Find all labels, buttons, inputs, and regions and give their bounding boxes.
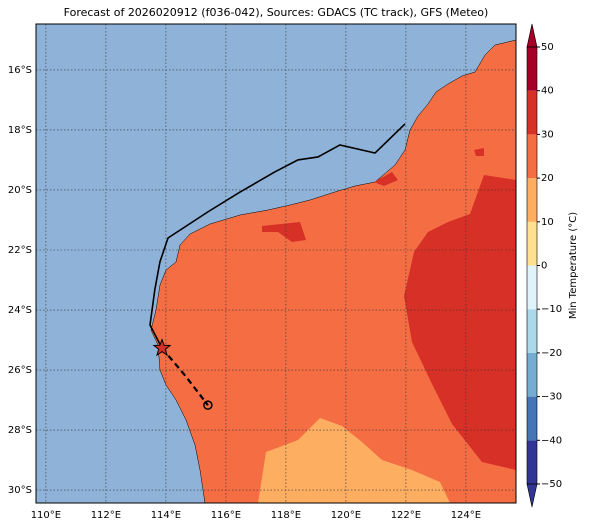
map-area <box>36 24 516 503</box>
y-tick-label: 28°S <box>8 425 32 436</box>
colorbar-band <box>527 221 537 266</box>
x-tick-label: 110°E <box>31 510 61 521</box>
y-tick-label: 18°S <box>8 125 32 136</box>
colorbar-band <box>527 440 537 484</box>
current-position <box>152 338 172 357</box>
colorbar-extend <box>526 23 538 48</box>
colorbar-extend <box>526 483 538 508</box>
x-tick-label: 122°E <box>391 510 421 521</box>
colorbar-label: Min Temperature (°C) <box>568 212 579 319</box>
axis-ticks: 110°E 112°E 114°E 116°E 118°E 120°E 122°E 124°E… <box>8 65 481 521</box>
colorbar-band <box>527 178 537 222</box>
x-tick-label: 118°E <box>271 510 301 521</box>
warm-region <box>404 175 516 470</box>
colorbar-band <box>527 90 537 135</box>
colorbar-band <box>527 309 537 353</box>
colorbar-tick-label: −50 <box>541 479 562 490</box>
observed-track <box>149 123 406 349</box>
y-tick-label: 26°S <box>8 365 32 376</box>
tc-track <box>149 123 406 410</box>
warm-region <box>374 172 398 186</box>
x-tick-label: 114°E <box>151 510 181 521</box>
colorbar-band <box>527 396 537 441</box>
graticule <box>36 24 516 503</box>
map-title: Forecast of 2026020912 (f036-042), Sourc… <box>64 6 489 19</box>
colorbar-tick-label: 30 <box>541 129 554 140</box>
colorbar-band <box>527 265 537 310</box>
x-tick-label: 112°E <box>91 510 121 521</box>
colorbar-tick-label: −40 <box>541 435 562 446</box>
warm-region <box>262 222 306 242</box>
colorbar-band <box>527 47 537 91</box>
x-tick-label: 120°E <box>331 510 361 521</box>
y-tick-label: 20°S <box>8 185 32 196</box>
forecast-end <box>203 400 213 410</box>
colorbar-band <box>527 134 537 179</box>
colorbar: −50 −40 −30 −20 −10 0 10 20 30 40 50 Min Temperatur… <box>526 23 579 508</box>
colorbar-tick-label: −30 <box>541 392 562 403</box>
y-tick-label: 30°S <box>8 485 32 496</box>
colorbar-tick-label: −20 <box>541 348 562 359</box>
x-tick-label: 124°E <box>451 510 481 521</box>
forecast-track <box>161 347 209 406</box>
land <box>150 39 516 503</box>
colorbar-tick-label: −10 <box>541 304 562 315</box>
y-tick-label: 24°S <box>8 305 32 316</box>
warm-region <box>474 148 484 156</box>
y-tick-label: 22°S <box>8 245 32 256</box>
cool-region <box>258 418 450 503</box>
colorbar-band <box>527 352 537 397</box>
colorbar-tick-label: 50 <box>541 42 554 53</box>
x-tick-label: 116°E <box>211 510 241 521</box>
colorbar-tick-label: 10 <box>541 217 554 228</box>
colorbar-tick-label: 0 <box>541 261 547 272</box>
colorbar-tick-label: 20 <box>541 173 554 184</box>
map-frame <box>35 23 517 504</box>
colorbar-tick-label: 40 <box>541 86 554 97</box>
y-tick-label: 16°S <box>8 65 32 76</box>
